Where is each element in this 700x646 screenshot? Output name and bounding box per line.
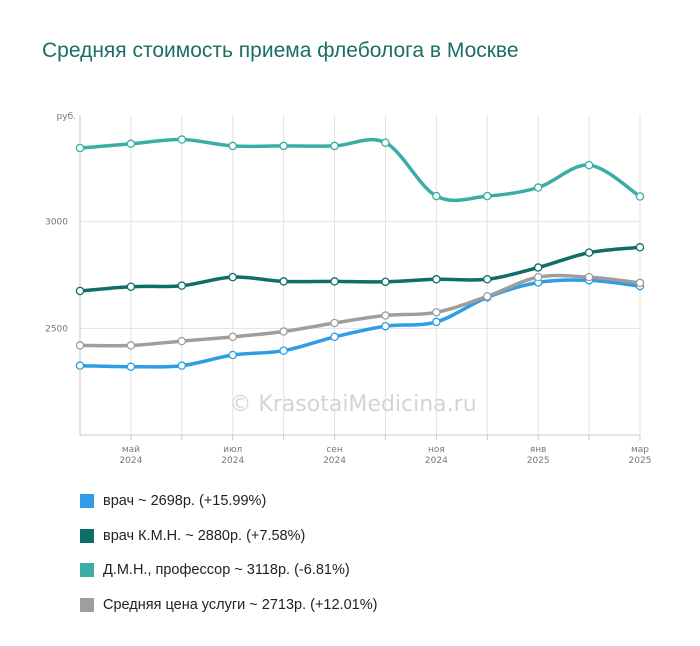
series-line <box>78 245 642 293</box>
series-line <box>78 137 642 203</box>
data-point <box>177 336 187 346</box>
chart-title: Средняя стоимость приема флеболога в Мос… <box>42 39 519 62</box>
data-point <box>75 143 85 153</box>
x-tick-label-month: янв <box>530 445 547 455</box>
data-point <box>584 272 594 282</box>
data-points <box>75 135 645 371</box>
data-point <box>330 318 339 328</box>
data-point <box>75 286 85 296</box>
data-point <box>533 263 543 272</box>
legend-item[interactable]: Д.М.Н., профессор ~ 3118р. (-6.81%) <box>80 553 377 588</box>
data-point <box>432 308 441 317</box>
data-point <box>177 135 187 144</box>
data-point <box>381 321 390 331</box>
data-point <box>483 191 492 201</box>
series-line <box>78 278 642 369</box>
data-point <box>228 350 237 360</box>
data-point <box>432 275 441 284</box>
data-point <box>228 272 237 282</box>
legend-label: врач К.М.Н. ~ 2880р. (+7.58%) <box>103 527 306 544</box>
legend-swatch <box>80 494 94 509</box>
data-point <box>635 192 645 201</box>
data-point <box>177 361 187 370</box>
data-point <box>584 248 594 257</box>
legend-swatch <box>80 597 94 612</box>
data-point <box>381 138 390 147</box>
data-point <box>330 332 339 342</box>
legend-swatch <box>80 528 94 543</box>
data-point <box>635 243 645 252</box>
data-point <box>279 346 288 355</box>
data-point <box>330 141 339 151</box>
x-tick-label-year: 2025 <box>629 456 652 466</box>
axis-labels: руб.30002500май2024июл2024сен2024ноя2024… <box>45 112 651 466</box>
x-tick-label-month: сен <box>326 445 342 455</box>
x-tick-label-month: май <box>122 445 140 455</box>
legend-item[interactable]: врач ~ 2698р. (+15.99%) <box>80 484 377 519</box>
series-line <box>78 273 642 348</box>
line-chart: © KrasotaiMedicina.ru руб.30002500май202… <box>45 112 651 466</box>
x-tick-label-year: 2024 <box>119 456 142 466</box>
x-tick-label-year: 2025 <box>527 456 550 466</box>
x-tick-label-month: мар <box>631 445 649 455</box>
y-tick-label: 2500 <box>45 324 68 334</box>
data-point <box>75 361 85 370</box>
data-point <box>228 332 237 342</box>
data-point <box>584 160 594 170</box>
legend-label: Д.М.Н., профессор ~ 3118р. (-6.81%) <box>103 562 350 579</box>
data-point <box>483 275 492 284</box>
series-lines <box>78 137 642 369</box>
data-point <box>432 317 441 327</box>
data-point <box>533 183 543 192</box>
data-point <box>432 191 441 201</box>
y-tick-label: 3000 <box>45 218 68 228</box>
legend: врач ~ 2698р. (+15.99%) врач К.М.Н. ~ 28… <box>80 484 377 622</box>
x-tick-label-year: 2024 <box>425 456 448 466</box>
data-point <box>635 278 645 288</box>
data-point <box>279 141 288 151</box>
data-point <box>177 281 187 290</box>
x-tick-label-year: 2024 <box>323 456 346 466</box>
x-tick-label-month: ноя <box>428 445 445 455</box>
data-point <box>126 362 136 371</box>
data-point <box>381 277 390 287</box>
y-unit-label: руб. <box>57 112 76 122</box>
legend-label: Средняя цена услуги ~ 2713р. (+12.01%) <box>103 596 378 613</box>
legend-item[interactable]: врач К.М.Н. ~ 2880р. (+7.58%) <box>80 519 377 554</box>
data-point <box>279 277 288 286</box>
legend-label: врач ~ 2698р. (+15.99%) <box>103 493 267 510</box>
data-point <box>483 292 492 301</box>
legend-swatch <box>80 563 94 578</box>
data-point <box>228 141 237 151</box>
axes <box>79 115 641 440</box>
data-point <box>126 282 136 291</box>
data-point <box>330 277 339 286</box>
data-point <box>126 341 136 350</box>
data-point <box>75 341 85 350</box>
data-point <box>279 327 288 336</box>
data-point <box>381 311 390 320</box>
data-point <box>126 139 136 149</box>
x-tick-label-month: июл <box>223 445 242 455</box>
data-point <box>533 272 543 282</box>
legend-item[interactable]: Средняя цена услуги ~ 2713р. (+12.01%) <box>80 588 377 623</box>
x-tick-label-year: 2024 <box>221 456 244 466</box>
watermark: © KrasotaiMedicina.ru <box>229 392 476 417</box>
